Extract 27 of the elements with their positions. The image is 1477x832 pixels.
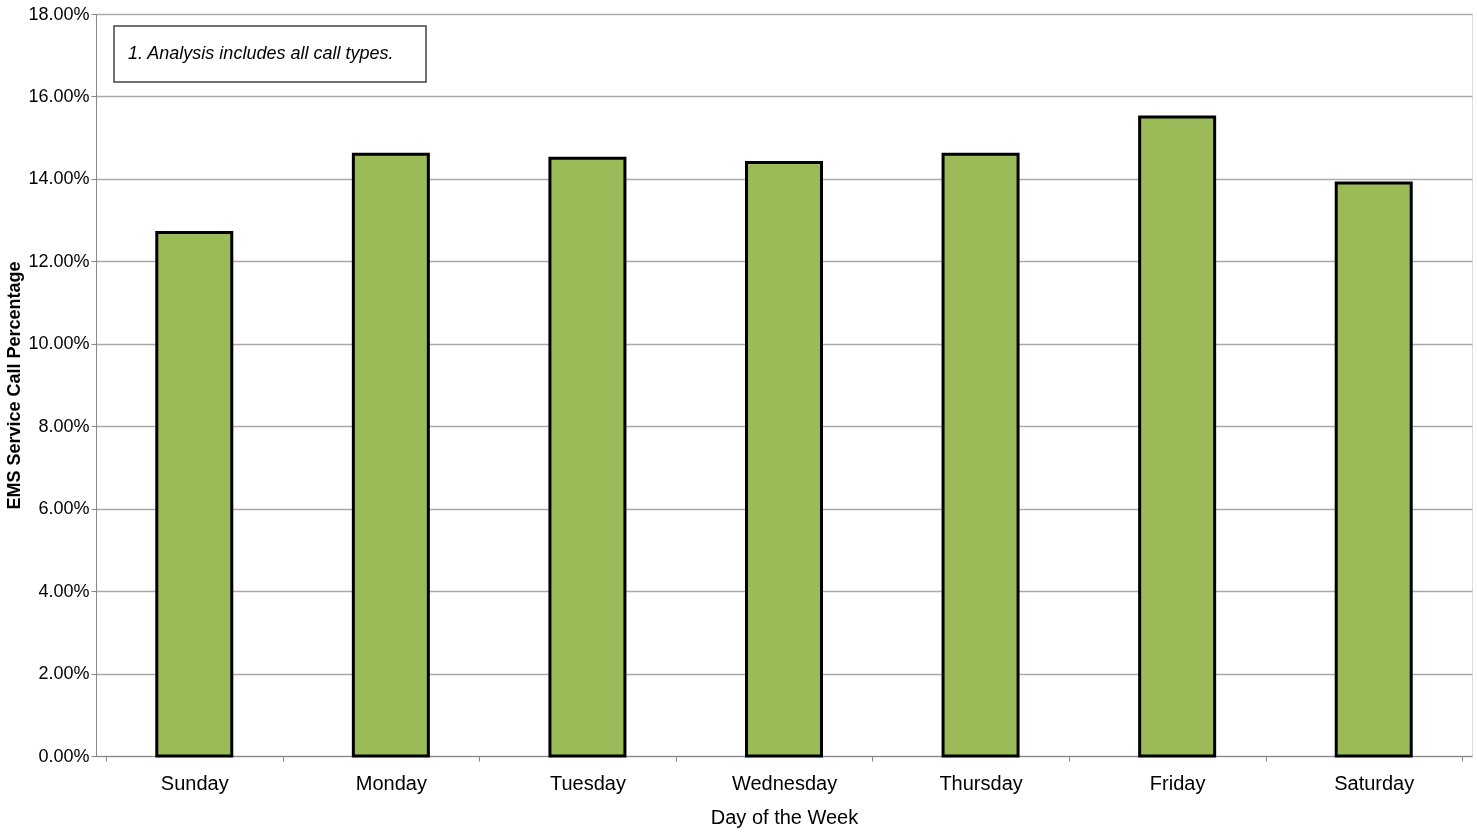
x-tick-label: Friday [1149,771,1206,794]
annotation: 1. Analysis includes all call types. [128,43,394,63]
y-tick-label: 12.00% [28,250,90,271]
x-tick-label: Thursday [939,771,1023,794]
bar [941,152,1020,758]
y-axis-title: EMS Service Call Percentage [4,261,25,510]
bar [745,160,823,758]
y-tick-label: 8.00% [38,415,90,436]
bar [1138,115,1217,758]
y-tick-label: 14.00% [28,168,90,189]
y-tick-label: 18.00% [28,3,90,24]
bar [155,230,234,758]
bar [1334,181,1413,758]
bar [548,156,627,758]
x-tick-label: Tuesday [549,771,626,794]
y-tick-label: 16.00% [28,85,90,106]
x-tick-label: Wednesday [731,771,838,794]
x-tick-label: Monday [355,771,427,794]
y-tick-label: 10.00% [28,333,90,354]
x-tick-label: Saturday [1334,771,1415,794]
y-tick-label: 0.00% [38,745,90,766]
bar [351,152,430,758]
y-tick-label: 4.00% [38,580,90,601]
y-tick-label: 2.00% [38,663,90,684]
x-tick-label: Sunday [160,771,229,794]
y-tick-label: 6.00% [38,498,90,519]
x-axis-title: Day of the Week [710,805,860,828]
